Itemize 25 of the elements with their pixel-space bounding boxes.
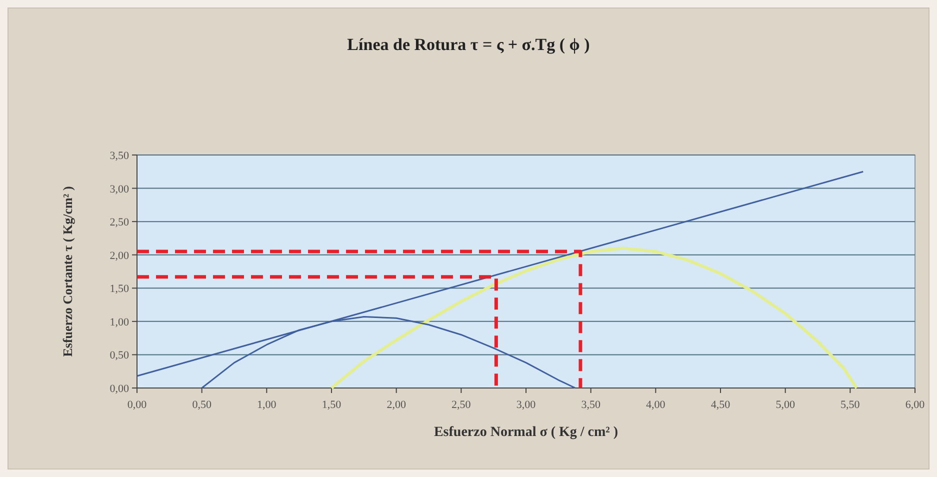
y-tick-label: 0,00 <box>110 383 130 395</box>
x-tick-label: 5,50 <box>840 399 860 411</box>
x-tick-label: 2,00 <box>386 399 406 411</box>
x-tick-label: 0,50 <box>192 399 212 411</box>
y-tick-label: 2,50 <box>110 216 130 229</box>
x-tick-label: 3,50 <box>581 399 601 411</box>
x-tick-label: 4,00 <box>646 399 666 411</box>
y-axis-title: Esfuerzo Cortante τ ( Kg/cm² ) <box>60 186 75 357</box>
x-tick-label: 2,50 <box>452 399 472 411</box>
y-tick-label: 1,00 <box>110 316 130 328</box>
x-tick-label: 0,00 <box>127 399 148 411</box>
x-tick-label: 1,50 <box>322 399 342 411</box>
y-tick-label: 1,50 <box>110 283 130 296</box>
x-tick-label: 5,00 <box>776 399 796 411</box>
y-tick-label: 3,00 <box>110 183 130 196</box>
x-tick-label: 1,00 <box>257 399 277 411</box>
y-tick-label: 0,50 <box>110 350 130 362</box>
y-tick-label: 3,50 <box>110 150 130 162</box>
x-axis-title: Esfuerzo Normal σ ( Kg / cm² ) <box>434 425 618 440</box>
line-series <box>330 246 858 390</box>
x-tick-label: 3,00 <box>516 399 536 411</box>
x-tick-label: 6,00 <box>905 399 926 411</box>
x-tick-label: 4,50 <box>710 399 731 411</box>
y-tick-label: 2,00 <box>110 250 130 262</box>
chart-title: Línea de Rotura τ = ς + σ.Tg ( ϕ ) <box>347 35 590 54</box>
